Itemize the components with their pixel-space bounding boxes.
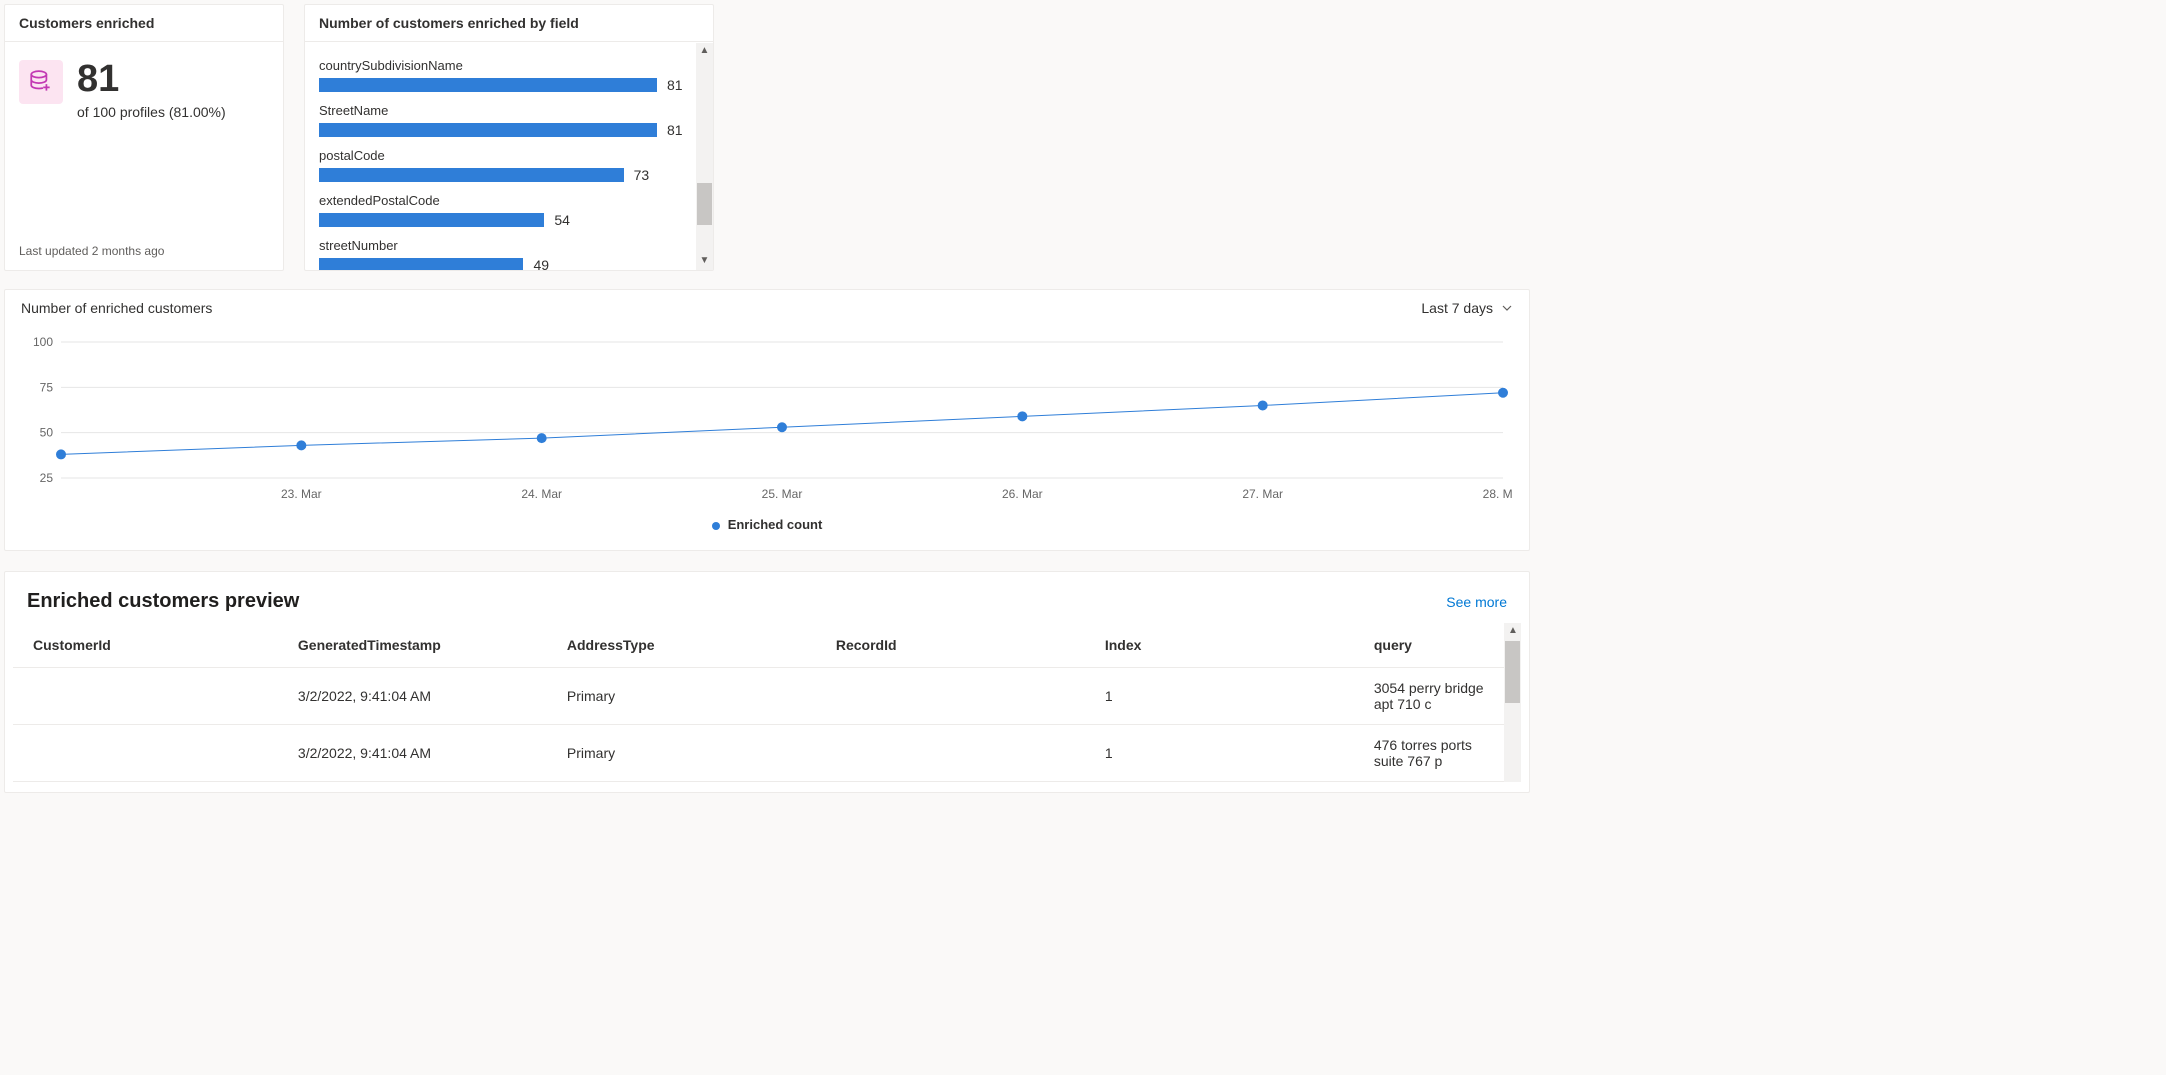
- table-cell: [13, 668, 278, 725]
- table-cell: Primary: [547, 668, 816, 725]
- scroll-thumb[interactable]: [1505, 641, 1520, 703]
- field-value: 81: [667, 122, 683, 138]
- table-header[interactable]: query: [1354, 623, 1521, 668]
- table-cell: 1: [1085, 668, 1354, 725]
- svg-text:27. Mar: 27. Mar: [1242, 487, 1283, 501]
- svg-text:26. Mar: 26. Mar: [1002, 487, 1043, 501]
- enriched-count-value: 81: [77, 60, 226, 98]
- time-range-selector[interactable]: Last 7 days: [1421, 300, 1513, 316]
- field-bar-row: streetNumber 49: [319, 238, 691, 270]
- scroll-up-icon[interactable]: ▲: [698, 43, 712, 58]
- table-title: Enriched customers preview: [27, 590, 299, 613]
- table-scrollbar[interactable]: ▲: [1504, 623, 1521, 782]
- field-bar: [319, 213, 544, 227]
- field-label: countrySubdivisionName: [319, 58, 691, 73]
- database-plus-icon: [19, 60, 63, 104]
- field-label: streetNumber: [319, 238, 691, 253]
- legend-label: Enriched count: [728, 517, 823, 532]
- field-value: 73: [634, 167, 650, 183]
- chart-legend: Enriched count: [23, 517, 1511, 532]
- field-bar-row: StreetName 81: [319, 103, 691, 138]
- see-more-link[interactable]: See more: [1446, 594, 1507, 610]
- line-chart: 25 50 75 100 23. Mar 24. Mar 25. Mar 26. Mar 27.…: [23, 334, 1513, 504]
- field-value: 49: [533, 257, 549, 270]
- table-cell: 3054 perry bridge apt 710 c: [1354, 668, 1521, 725]
- svg-text:25: 25: [40, 471, 54, 485]
- table-cell: Primary: [547, 725, 816, 782]
- field-bar: [319, 78, 657, 92]
- card-title: Customers enriched: [5, 5, 283, 42]
- svg-text:28. Mar: 28. Mar: [1483, 487, 1513, 501]
- field-label: postalCode: [319, 148, 691, 163]
- field-bar-row: extendedPostalCode 54: [319, 193, 691, 228]
- field-label: extendedPostalCode: [319, 193, 691, 208]
- field-bar-row: countrySubdivisionName 81: [319, 58, 691, 93]
- field-bar: [319, 123, 657, 137]
- table-row[interactable]: 3/2/2022, 9:41:04 AMPrimary 1476 torres p…: [13, 725, 1521, 782]
- enriched-customers-trend-card: Number of enriched customers Last 7 days…: [4, 289, 1530, 551]
- customers-enriched-card: Customers enriched 81 of 100 profiles (8…: [4, 4, 284, 271]
- table-header[interactable]: CustomerId: [13, 623, 278, 668]
- field-bar: [319, 168, 624, 182]
- table-header[interactable]: AddressType: [547, 623, 816, 668]
- field-value: 81: [667, 77, 683, 93]
- scroll-thumb[interactable]: [697, 183, 712, 225]
- svg-text:75: 75: [40, 380, 54, 394]
- table-cell: [13, 725, 278, 782]
- field-bar: [319, 258, 523, 270]
- range-label: Last 7 days: [1421, 300, 1493, 316]
- table-cell: 476 torres ports suite 767 p: [1354, 725, 1521, 782]
- field-bar-row: postalCode 73: [319, 148, 691, 183]
- enriched-subtext: of 100 profiles (81.00%): [77, 104, 226, 120]
- last-updated-text: Last updated 2 months ago: [5, 236, 283, 270]
- table-header[interactable]: Index: [1085, 623, 1354, 668]
- table-header[interactable]: GeneratedTimestamp: [278, 623, 547, 668]
- table-header[interactable]: RecordId: [816, 623, 1085, 668]
- table-cell: 3/2/2022, 9:41:04 AM: [278, 725, 547, 782]
- enriched-customers-preview-card: Enriched customers preview See more Cust…: [4, 571, 1530, 793]
- field-label: StreetName: [319, 103, 691, 118]
- svg-text:50: 50: [40, 426, 54, 440]
- svg-text:25. Mar: 25. Mar: [762, 487, 803, 501]
- legend-marker-icon: [712, 522, 720, 530]
- chart-title: Number of enriched customers: [21, 300, 212, 316]
- scroll-down-icon[interactable]: ▼: [698, 253, 712, 268]
- enriched-by-field-card: Number of customers enriched by field co…: [304, 4, 714, 271]
- svg-text:100: 100: [33, 335, 53, 349]
- table-row[interactable]: 3/2/2022, 9:41:04 AMPrimary 13054 perry b…: [13, 668, 1521, 725]
- card-title: Number of customers enriched by field: [305, 5, 713, 42]
- field-value: 54: [554, 212, 570, 228]
- table-cell: 1: [1085, 725, 1354, 782]
- svg-text:24. Mar: 24. Mar: [521, 487, 562, 501]
- scroll-up-icon[interactable]: ▲: [1508, 625, 1518, 636]
- preview-table: CustomerIdGeneratedTimestampAddressTypeR…: [13, 623, 1521, 782]
- field-scrollbar[interactable]: ▲ ▼: [696, 43, 713, 270]
- table-cell: [816, 668, 1085, 725]
- table-cell: 3/2/2022, 9:41:04 AM: [278, 668, 547, 725]
- table-cell: [816, 725, 1085, 782]
- svg-text:23. Mar: 23. Mar: [281, 487, 322, 501]
- chevron-down-icon: [1501, 302, 1513, 314]
